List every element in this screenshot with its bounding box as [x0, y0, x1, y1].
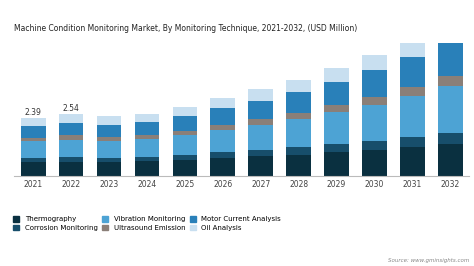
Bar	[21, 158, 46, 162]
Text: Machine Condition Monitoring Market, By Monitoring Technique, 2021-2032, (USD Mi: Machine Condition Monitoring Market, By …	[14, 24, 357, 34]
Bar	[173, 155, 197, 160]
Text: Source: www.gminsights.com: Source: www.gminsights.com	[388, 258, 469, 263]
Bar	[438, 42, 463, 76]
Text: 2.39: 2.39	[25, 108, 42, 117]
Bar	[135, 161, 159, 176]
Bar	[21, 138, 46, 142]
Bar	[59, 161, 83, 176]
Bar	[21, 162, 46, 176]
Legend: Thermography, Corrosion Monitoring, Vibration Monitoring, Ultrasound Emission, M: Thermography, Corrosion Monitoring, Vibr…	[13, 216, 281, 231]
Bar	[135, 135, 159, 139]
Bar	[438, 144, 463, 176]
Bar	[286, 113, 311, 119]
Bar	[210, 152, 235, 158]
Bar	[286, 80, 311, 92]
Bar	[324, 152, 349, 176]
Bar	[438, 86, 463, 133]
Bar	[135, 157, 159, 161]
Bar	[248, 150, 273, 156]
Bar	[362, 141, 387, 150]
Bar	[97, 137, 121, 141]
Bar	[324, 105, 349, 113]
Bar	[400, 87, 425, 96]
Bar	[438, 76, 463, 86]
Bar	[362, 150, 387, 176]
Bar	[21, 118, 46, 126]
Bar	[173, 107, 197, 116]
Bar	[248, 101, 273, 119]
Bar	[210, 130, 235, 152]
Bar	[59, 135, 83, 140]
Bar	[97, 116, 121, 124]
Bar	[362, 97, 387, 105]
Bar	[400, 147, 425, 176]
Bar	[248, 89, 273, 101]
Bar	[173, 160, 197, 176]
Bar	[286, 155, 311, 176]
Bar	[400, 40, 425, 57]
Bar	[400, 57, 425, 87]
Bar	[173, 116, 197, 131]
Bar	[135, 139, 159, 157]
Bar	[59, 114, 83, 123]
Bar	[59, 140, 83, 157]
Bar	[324, 82, 349, 105]
Bar	[248, 119, 273, 125]
Bar	[135, 114, 159, 122]
Bar	[210, 158, 235, 176]
Bar	[97, 158, 121, 162]
Bar	[135, 122, 159, 135]
Bar	[248, 125, 273, 150]
Bar	[173, 131, 197, 135]
Bar	[210, 108, 235, 125]
Bar	[173, 135, 197, 155]
Bar	[286, 147, 311, 155]
Bar	[400, 137, 425, 147]
Bar	[324, 144, 349, 152]
Bar	[97, 141, 121, 158]
Bar	[286, 119, 311, 147]
Bar	[97, 162, 121, 176]
Bar	[286, 92, 311, 113]
Bar	[362, 70, 387, 97]
Bar	[438, 22, 463, 42]
Bar	[324, 113, 349, 144]
Bar	[438, 133, 463, 144]
Bar	[362, 105, 387, 141]
Bar	[97, 124, 121, 137]
Bar	[21, 142, 46, 158]
Bar	[59, 157, 83, 161]
Bar	[400, 96, 425, 137]
Bar	[248, 156, 273, 176]
Bar	[324, 68, 349, 82]
Text: 2.54: 2.54	[63, 104, 80, 113]
Bar	[21, 126, 46, 138]
Bar	[362, 55, 387, 70]
Bar	[59, 123, 83, 135]
Bar	[210, 125, 235, 130]
Bar	[210, 98, 235, 108]
